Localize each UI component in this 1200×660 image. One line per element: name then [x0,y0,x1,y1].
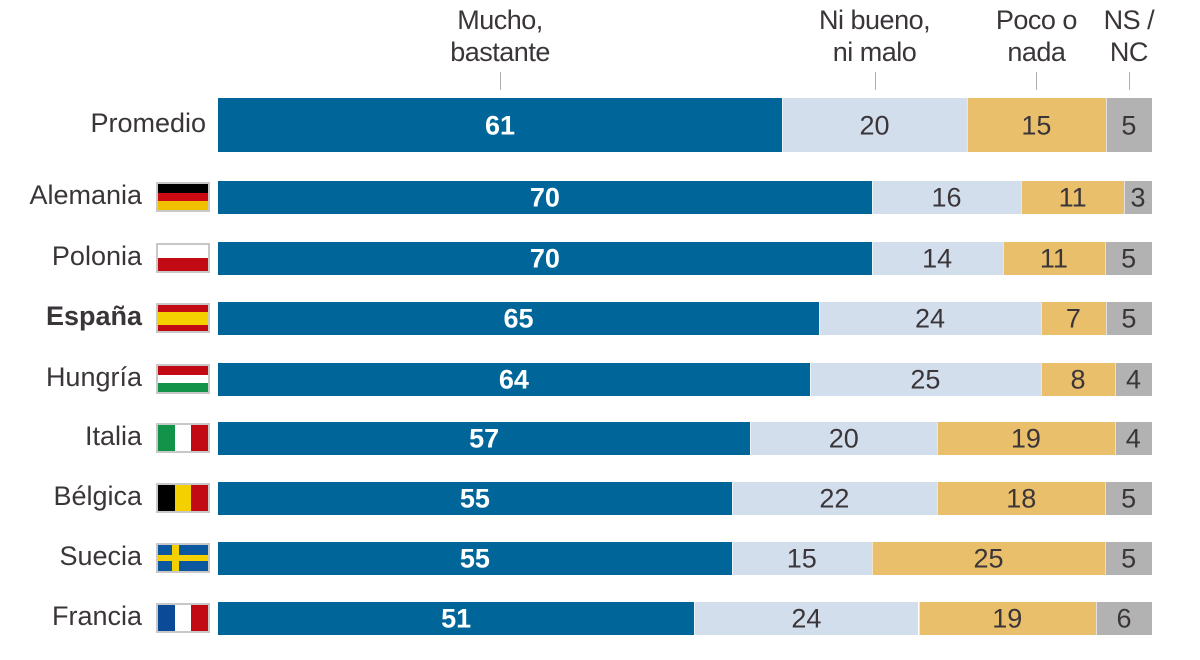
data-label: 61 [485,110,516,141]
spain-flag [156,303,210,333]
category-label: España [45,301,142,331]
bar-segment-mucho-bastante [218,601,695,635]
data-label: 5 [1121,543,1137,574]
bar-segment-ni-bueno-ni-malo [871,180,1022,214]
data-label: 24 [915,303,946,334]
bar-segment-mucho-bastante [218,541,732,575]
data-label: 22 [819,483,850,514]
data-label: 5 [1121,110,1137,141]
data-label: 25 [910,364,941,395]
bar-segment-ns-nc [1105,541,1152,575]
data-label: 5 [1121,243,1137,274]
bar-segment-poco-o-nada [1002,241,1106,275]
category-label: Polonia [51,241,142,271]
data-label: 15 [786,543,817,574]
france-flag [156,603,210,633]
data-label: 6 [1116,603,1132,634]
bar-segment-poco-o-nada [1021,180,1124,214]
legend-tick-2 [1036,72,1037,90]
data-label: 20 [828,423,859,454]
bar-segment-ns-nc [1105,241,1152,275]
bar-segment-ni-bueno-ni-malo [694,601,919,635]
bar-segment-poco-o-nada [967,98,1106,152]
category-label: Promedio [90,108,206,138]
bar-segment-ns-nc [1105,98,1152,152]
data-label: 11 [1039,243,1068,274]
category-label: Alemania [29,180,142,210]
bar-segment-ni-bueno-ni-malo [731,481,938,515]
bar-segment-mucho-bastante [218,301,820,335]
bar-segment-mucho-bastante [218,481,732,515]
data-label: 5 [1121,483,1137,514]
bar-segment-poco-o-nada [871,541,1106,575]
data-label: 3 [1130,182,1146,213]
data-label: 20 [859,110,890,141]
data-label: 19 [1010,423,1041,454]
legend-header-0: Mucho, bastante [450,5,550,67]
data-label: 65 [503,303,534,334]
bar-segment-ns-nc [1105,301,1152,335]
legend-tick-0 [500,72,501,90]
data-label: 14 [922,243,953,274]
bar-segment-poco-o-nada [937,481,1106,515]
data-label: 55 [459,483,490,514]
category-label: Suecia [59,541,142,571]
legend-tick-3 [1129,72,1130,90]
bar-segment-mucho-bastante [218,180,872,214]
legend-header-2: Poco o nada [995,5,1078,67]
bar-segment-ns-nc [1115,362,1152,396]
data-label: 70 [529,182,560,213]
data-label: 8 [1070,364,1086,395]
category-label: Hungría [45,362,142,392]
data-label: 15 [1021,110,1052,141]
data-label: 25 [973,543,1004,574]
legend-tick-1 [875,72,876,90]
data-label: 5 [1121,303,1137,334]
data-label: 7 [1065,303,1081,334]
hungary-flag [156,364,210,394]
bar-segment-ni-bueno-ni-malo [809,362,1042,396]
bar-segment-mucho-bastante [218,421,751,455]
data-label: 24 [791,603,822,634]
data-label: 55 [459,543,490,574]
bar-segment-ni-bueno-ni-malo [782,98,968,152]
bar-segment-mucho-bastante [218,98,783,152]
data-label: 4 [1125,364,1142,395]
bar-segment-poco-o-nada [1041,301,1106,335]
bar-segment-ns-nc [1123,180,1152,214]
belgium-flag [156,483,210,513]
bar-segment-poco-o-nada [1041,362,1115,396]
bar-segment-poco-o-nada [937,421,1115,455]
data-label: 18 [1006,483,1037,514]
data-label: 64 [498,364,529,395]
legend-header-3: NS / NC [1103,5,1155,67]
legend-header-1: Ni bueno, ni malo [819,5,931,67]
bar-segment-ni-bueno-ni-malo [871,241,1003,275]
bar-segment-ni-bueno-ni-malo [750,421,938,455]
bar-segment-mucho-bastante [218,241,872,275]
italy-flag [156,423,210,453]
bar-segment-ns-nc [1105,481,1152,515]
data-label: 16 [931,182,962,213]
data-label: 4 [1125,423,1141,454]
bar-segment-poco-o-nada [918,601,1096,635]
germany-flag [156,182,210,212]
bar-segment-ns-nc [1114,421,1152,455]
data-label: 51 [441,603,472,634]
category-label: Francia [51,601,142,631]
bar-segment-ni-bueno-ni-malo [731,541,872,575]
bar-segment-ni-bueno-ni-malo [819,301,1042,335]
bar-segment-ns-nc [1095,601,1152,635]
sweden-flag [156,543,210,573]
data-label: 11 [1058,182,1087,213]
data-label: 19 [992,603,1023,634]
poland-flag [156,243,210,273]
category-label: Bélgica [53,481,142,511]
data-label: 57 [469,423,500,454]
data-label: 70 [529,243,560,274]
bar-segment-mucho-bastante [218,362,810,396]
category-label: Italia [84,421,142,451]
